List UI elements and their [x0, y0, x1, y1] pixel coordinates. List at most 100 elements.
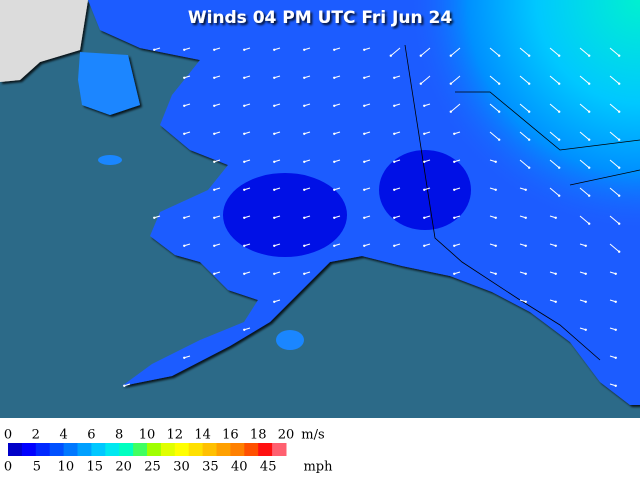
wind-arrow-head [614, 328, 617, 331]
legend-swatch [105, 443, 120, 456]
wind-arrow-head [363, 188, 366, 191]
wind-arrow-head [587, 194, 591, 197]
wind-arrow-head [453, 160, 456, 163]
wind-arrow-head [497, 54, 501, 57]
wind-arrow-head [587, 222, 591, 225]
wind-arrow-head [303, 132, 306, 135]
wind-arrow-head [584, 328, 587, 331]
wind-arrow-head [363, 160, 366, 163]
wind-arrow-head [617, 82, 621, 85]
wind-arrow [609, 215, 620, 225]
wind-arrow-head [494, 188, 497, 191]
wind-arrow [549, 103, 560, 113]
wind-arrows [123, 47, 621, 387]
wind-arrow-head [557, 166, 561, 169]
legend-label: 18 [250, 428, 267, 443]
wind-arrow-head [554, 300, 557, 303]
wind-arrow-head [273, 216, 276, 219]
wind-arrow-head [587, 82, 591, 85]
wind-arrow [579, 131, 590, 141]
wind-arrow-head [527, 54, 531, 57]
wind-arrow-head [453, 272, 456, 275]
wind-arrow-head [557, 138, 561, 141]
wind-arrow-head [587, 166, 591, 169]
wind-arrow-head [243, 216, 246, 219]
wind-arrow-head [183, 356, 186, 359]
wind-arrow [450, 75, 461, 85]
wind-arrow [609, 187, 620, 197]
border [404, 44, 601, 361]
wind-arrow-head [584, 272, 587, 275]
wind-arrow-head [333, 48, 336, 51]
wind-arrow [489, 131, 500, 141]
legend-swatch [119, 443, 134, 456]
wind-arrow-head [333, 188, 336, 191]
legend-label: 16 [222, 428, 239, 443]
wind-arrow-head [333, 104, 336, 107]
wind-arrow-head [213, 216, 216, 219]
wind-arrow [609, 103, 620, 113]
legend-label: 4 [59, 428, 67, 443]
wind-arrow [549, 47, 560, 57]
wind-arrow [579, 47, 590, 57]
wind-arrow-head [554, 244, 557, 247]
legend-swatch [174, 443, 190, 456]
wind-arrow-head [303, 104, 306, 107]
legend-unit: m/s [301, 428, 324, 443]
wind-arrow-head [494, 160, 497, 163]
wind-arrow-head [524, 300, 527, 303]
wind-arrow-head [123, 384, 126, 387]
island [78, 52, 140, 115]
legend-swatch [202, 443, 217, 456]
wind-arrow-head [524, 244, 527, 247]
wind-arrow-head [243, 244, 246, 247]
wind-arrow-head [557, 194, 561, 197]
wind-arrow-head [557, 54, 561, 57]
wind-arrow-head [393, 104, 396, 107]
wind-arrow [549, 131, 560, 141]
wind-arrow-head [587, 138, 591, 141]
wind-arrow-head [213, 188, 216, 191]
wind-arrow-head [524, 216, 527, 219]
wind-arrow-head [419, 54, 423, 57]
legend-swatch [91, 443, 106, 456]
legend-swatch [188, 443, 204, 456]
wind-arrow-head [453, 188, 456, 191]
wind-arrow-head [183, 216, 186, 219]
legend-label: 25 [144, 460, 161, 475]
wind-arrow-head [243, 160, 246, 163]
wind-arrow-head [497, 138, 501, 141]
wind-arrow-head [333, 244, 336, 247]
wind-arrow-head [614, 384, 617, 387]
wind-arrow-head [363, 48, 366, 51]
legend-label: 14 [194, 428, 211, 443]
legend-swatch [35, 443, 51, 456]
wind-arrow-head [273, 160, 276, 163]
wind-arrow [579, 215, 590, 225]
wind-arrow-head [393, 188, 396, 191]
wind-arrow-head [423, 244, 426, 247]
wind-arrow-head [303, 48, 306, 51]
wind-arrow-head [363, 132, 366, 135]
legend-swatch [244, 443, 259, 456]
wind-arrow-head [393, 76, 396, 79]
wind-arrow-head [273, 188, 276, 191]
legend-label: 30 [173, 460, 190, 475]
wind-arrow [390, 47, 401, 57]
wind-arrow-head [423, 132, 426, 135]
border [569, 169, 640, 186]
legend-label: 6 [87, 428, 95, 443]
wind-arrow-head [363, 244, 366, 247]
border [455, 91, 640, 151]
legend-label: 0 [4, 460, 12, 475]
wind-arrow-head [453, 244, 456, 247]
wind-arrow-head [584, 300, 587, 303]
legend-swatch [8, 443, 23, 456]
legend-label: 40 [231, 460, 248, 475]
wind-arrow [609, 75, 620, 85]
wind-arrow-head [453, 216, 456, 219]
wind-zone [88, 0, 640, 405]
wind-arrow-head [363, 216, 366, 219]
wind-arrow-head [554, 216, 557, 219]
